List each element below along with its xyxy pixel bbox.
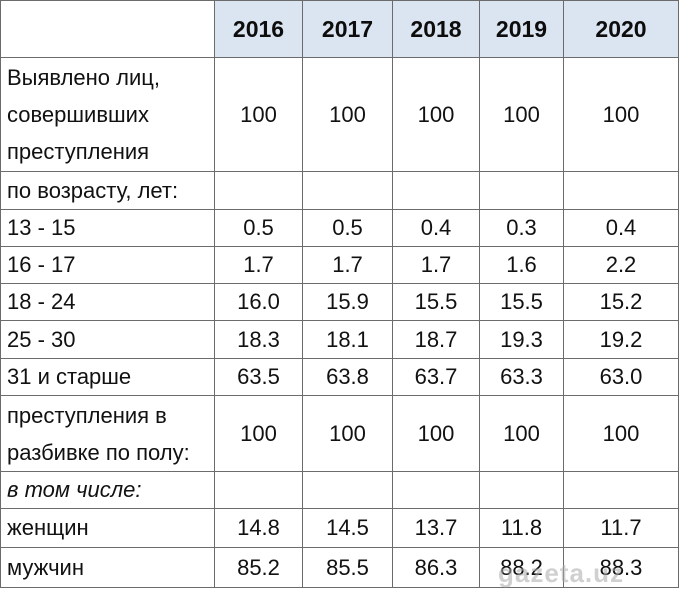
table-cell: 63.0 (563, 358, 679, 396)
table-cell: 11.7 (563, 508, 679, 548)
table-cell: 85.2 (214, 547, 303, 588)
table-cell: 0.4 (392, 209, 480, 247)
table-cell: 18.3 (214, 320, 303, 359)
table-cell: 100 (563, 57, 679, 172)
year-header: 2018 (392, 0, 480, 58)
year-header: 2019 (479, 0, 564, 58)
year-header: 2020 (563, 0, 679, 58)
table-cell: 100 (392, 57, 480, 172)
table-cell: 14.5 (302, 508, 393, 548)
table-cell (214, 171, 303, 210)
table-cell (392, 171, 480, 210)
table-cell: 11.8 (479, 508, 564, 548)
table-cell: 1.7 (392, 246, 480, 284)
table-cell: 100 (479, 395, 564, 472)
table-cell (302, 471, 393, 509)
table-cell: 88.2 (479, 547, 564, 588)
table-cell (479, 471, 564, 509)
row-label: по возрасту, лет: (0, 171, 215, 210)
table-cell: 2.2 (563, 246, 679, 284)
table-cell: 15.2 (563, 283, 679, 321)
table-cell: 19.2 (563, 320, 679, 359)
table-cell: 18.7 (392, 320, 480, 359)
row-label: 16 - 17 (0, 246, 215, 284)
table-row: 13 - 15 0.5 0.5 0.4 0.3 0.4 (0, 209, 679, 247)
table-cell (563, 471, 679, 509)
header-row: 2016 2017 2018 2019 2020 (0, 0, 679, 58)
table-row: 25 - 30 18.3 18.1 18.7 19.3 19.2 (0, 320, 679, 359)
table-row: в том числе: (0, 471, 679, 509)
table-cell (563, 171, 679, 210)
table-cell: 19.3 (479, 320, 564, 359)
table-cell: 100 (392, 395, 480, 472)
table-cell: 1.7 (302, 246, 393, 284)
row-label: преступления в разбивке по полу: (0, 395, 215, 472)
table-cell: 100 (302, 57, 393, 172)
corner-cell (0, 0, 215, 58)
table-row: 18 - 24 16.0 15.9 15.5 15.5 15.2 (0, 283, 679, 321)
table-cell: 100 (214, 395, 303, 472)
table-cell: 0.5 (302, 209, 393, 247)
table-cell: 1.7 (214, 246, 303, 284)
row-label: в том числе: (0, 471, 215, 509)
row-label: Выявлено лиц, совершивших преступления (0, 57, 215, 172)
table-cell: 88.3 (563, 547, 679, 588)
table-cell: 63.7 (392, 358, 480, 396)
row-label: 13 - 15 (0, 209, 215, 247)
table-row: преступления в разбивке по полу: 100 100… (0, 395, 679, 472)
table-cell (214, 471, 303, 509)
table-cell: 100 (302, 395, 393, 472)
table-cell: 100 (214, 57, 303, 172)
table-cell: 85.5 (302, 547, 393, 588)
table-cell: 0.5 (214, 209, 303, 247)
year-header: 2016 (214, 0, 303, 58)
table-cell (302, 171, 393, 210)
table-row: 31 и старше 63.5 63.8 63.7 63.3 63.0 (0, 358, 679, 396)
row-label: женщин (0, 508, 215, 548)
table-cell: 18.1 (302, 320, 393, 359)
table-row: по возрасту, лет: (0, 171, 679, 210)
table-cell: 86.3 (392, 547, 480, 588)
row-label: мужчин (0, 547, 215, 588)
table-cell: 15.9 (302, 283, 393, 321)
table-cell: 15.5 (392, 283, 480, 321)
table-cell: 0.3 (479, 209, 564, 247)
table-cell: 63.5 (214, 358, 303, 396)
row-label: 31 и старше (0, 358, 215, 396)
table-cell: 0.4 (563, 209, 679, 247)
row-label: 18 - 24 (0, 283, 215, 321)
table-row: 16 - 17 1.7 1.7 1.7 1.6 2.2 (0, 246, 679, 284)
table-row: Выявлено лиц, совершивших преступления 1… (0, 57, 679, 172)
table-cell: 13.7 (392, 508, 480, 548)
table-cell: 15.5 (479, 283, 564, 321)
table-cell (392, 471, 480, 509)
table-row: мужчин 85.2 85.5 86.3 88.2 88.3 (0, 547, 679, 588)
table-row: женщин 14.8 14.5 13.7 11.8 11.7 (0, 508, 679, 548)
table-cell: 14.8 (214, 508, 303, 548)
table-cell: 63.3 (479, 358, 564, 396)
table-cell (479, 171, 564, 210)
table-cell: 63.8 (302, 358, 393, 396)
table-cell: 100 (479, 57, 564, 172)
table-cell: 100 (563, 395, 679, 472)
row-label: 25 - 30 (0, 320, 215, 359)
year-header: 2017 (302, 0, 393, 58)
table-cell: 16.0 (214, 283, 303, 321)
table-cell: 1.6 (479, 246, 564, 284)
